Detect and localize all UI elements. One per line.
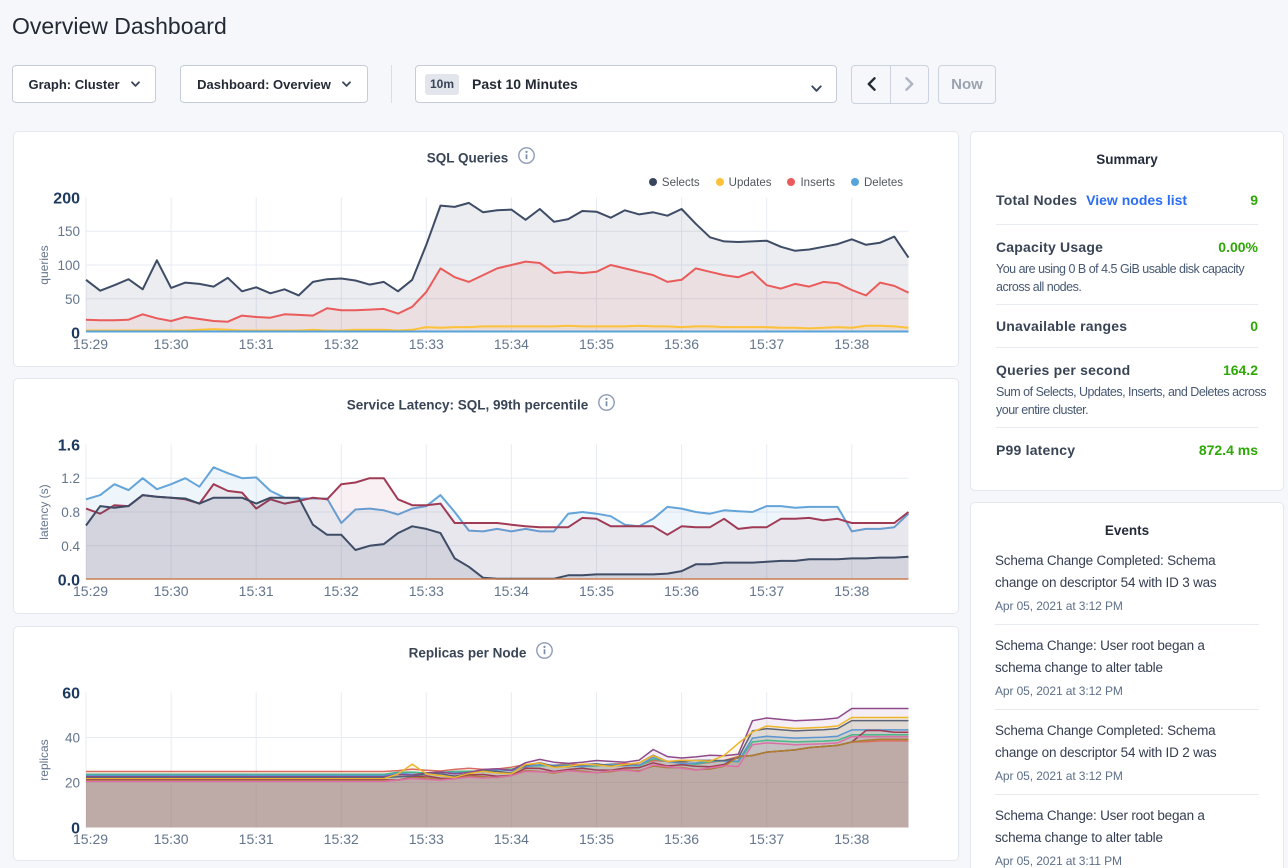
svg-text:0.0: 0.0 bbox=[58, 573, 80, 590]
svg-text:15:29: 15:29 bbox=[73, 831, 108, 847]
svg-text:0: 0 bbox=[71, 821, 80, 838]
svg-text:15:30: 15:30 bbox=[154, 336, 189, 352]
svg-text:15:36: 15:36 bbox=[664, 583, 699, 599]
svg-text:50: 50 bbox=[65, 292, 80, 307]
svg-text:15:31: 15:31 bbox=[239, 336, 274, 352]
svg-text:15:29: 15:29 bbox=[73, 336, 108, 352]
svg-text:15:34: 15:34 bbox=[494, 583, 529, 599]
svg-text:40: 40 bbox=[65, 731, 80, 746]
svg-text:15:38: 15:38 bbox=[834, 583, 869, 599]
svg-text:15:37: 15:37 bbox=[749, 336, 784, 352]
svg-text:20: 20 bbox=[65, 776, 80, 791]
svg-text:15:31: 15:31 bbox=[239, 583, 274, 599]
svg-text:150: 150 bbox=[57, 224, 80, 239]
svg-text:15:33: 15:33 bbox=[409, 336, 444, 352]
svg-text:queries: queries bbox=[37, 245, 51, 284]
svg-text:replicas: replicas bbox=[37, 739, 51, 780]
svg-text:15:35: 15:35 bbox=[579, 831, 614, 847]
svg-text:15:32: 15:32 bbox=[324, 336, 359, 352]
svg-text:15:35: 15:35 bbox=[579, 336, 614, 352]
svg-text:15:29: 15:29 bbox=[73, 583, 108, 599]
svg-text:60: 60 bbox=[62, 686, 80, 703]
svg-text:15:30: 15:30 bbox=[154, 831, 189, 847]
svg-text:15:34: 15:34 bbox=[494, 831, 529, 847]
svg-text:15:32: 15:32 bbox=[324, 583, 359, 599]
svg-text:15:36: 15:36 bbox=[664, 336, 699, 352]
svg-text:15:33: 15:33 bbox=[409, 583, 444, 599]
svg-text:15:33: 15:33 bbox=[409, 831, 444, 847]
svg-text:15:37: 15:37 bbox=[749, 831, 784, 847]
svg-text:15:30: 15:30 bbox=[154, 583, 189, 599]
svg-text:15:32: 15:32 bbox=[324, 831, 359, 847]
svg-text:15:37: 15:37 bbox=[749, 583, 784, 599]
svg-text:15:38: 15:38 bbox=[834, 831, 869, 847]
svg-text:0.4: 0.4 bbox=[61, 539, 80, 554]
svg-text:15:38: 15:38 bbox=[834, 336, 869, 352]
svg-text:15:31: 15:31 bbox=[239, 831, 274, 847]
svg-text:15:34: 15:34 bbox=[494, 336, 529, 352]
svg-text:15:35: 15:35 bbox=[579, 583, 614, 599]
svg-text:1.6: 1.6 bbox=[58, 438, 80, 455]
svg-text:1.2: 1.2 bbox=[61, 471, 80, 486]
svg-text:100: 100 bbox=[57, 258, 80, 273]
svg-text:15:36: 15:36 bbox=[664, 831, 699, 847]
svg-text:latency (s): latency (s) bbox=[37, 484, 51, 539]
svg-text:0: 0 bbox=[71, 326, 80, 343]
svg-text:0.8: 0.8 bbox=[61, 505, 80, 520]
svg-text:200: 200 bbox=[53, 191, 80, 208]
